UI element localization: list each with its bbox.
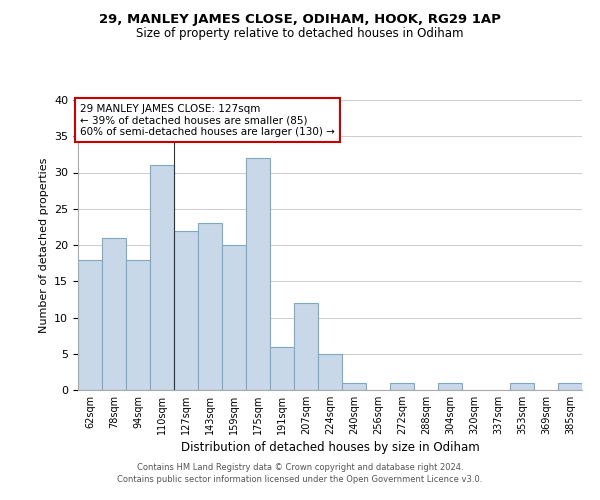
Bar [510,383,534,390]
Bar [150,165,174,390]
Bar [318,354,342,390]
Y-axis label: Number of detached properties: Number of detached properties [38,158,49,332]
Bar [342,383,366,390]
Bar [102,238,126,390]
Bar [246,158,270,390]
Bar [270,346,294,390]
Bar [438,383,462,390]
Bar [126,260,150,390]
X-axis label: Distribution of detached houses by size in Odiham: Distribution of detached houses by size … [181,442,479,454]
Text: 29 MANLEY JAMES CLOSE: 127sqm
← 39% of detached houses are smaller (85)
60% of s: 29 MANLEY JAMES CLOSE: 127sqm ← 39% of d… [80,104,335,137]
Bar [78,260,102,390]
Bar [558,383,582,390]
Bar [174,230,198,390]
Text: Size of property relative to detached houses in Odiham: Size of property relative to detached ho… [136,28,464,40]
Bar [294,303,318,390]
Bar [198,223,222,390]
Bar [390,383,414,390]
Text: Contains public sector information licensed under the Open Government Licence v3: Contains public sector information licen… [118,475,482,484]
Text: 29, MANLEY JAMES CLOSE, ODIHAM, HOOK, RG29 1AP: 29, MANLEY JAMES CLOSE, ODIHAM, HOOK, RG… [99,12,501,26]
Bar [222,245,246,390]
Text: Contains HM Land Registry data © Crown copyright and database right 2024.: Contains HM Land Registry data © Crown c… [137,464,463,472]
